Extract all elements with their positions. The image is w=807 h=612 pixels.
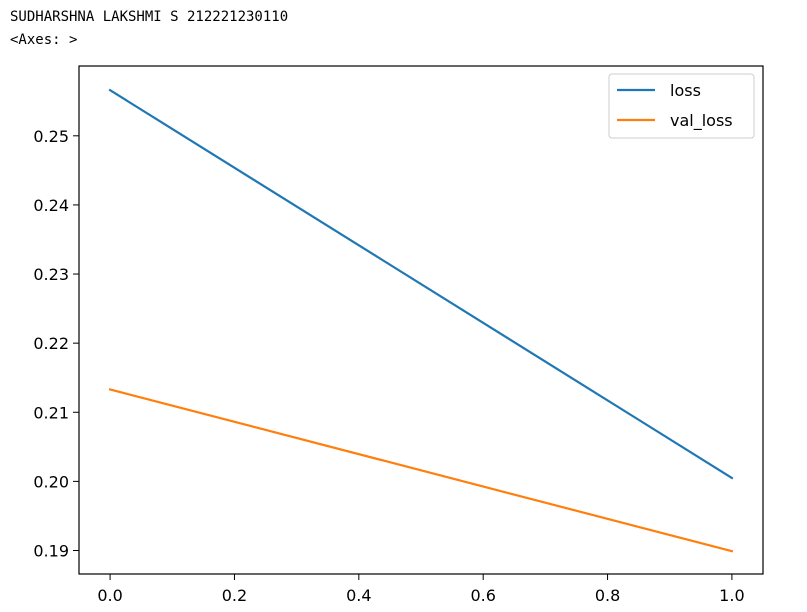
- plot-area: [78, 65, 764, 575]
- legend: loss val_loss: [608, 73, 755, 139]
- y-axis: 0.19 0.20 0.21 0.22 0.23 0.24 0.25: [33, 127, 79, 561]
- y-tick-label: 0.21: [33, 403, 69, 422]
- y-tick-label: 0.20: [33, 472, 69, 491]
- y-tick-label: 0.23: [33, 265, 69, 284]
- legend-label: loss: [670, 81, 701, 100]
- x-tick-label: 0.6: [470, 586, 495, 605]
- series-lines: [108, 88, 734, 553]
- output-line-axes-repr: <Axes: >: [10, 32, 78, 48]
- y-tick-label: 0.19: [33, 542, 69, 561]
- y-tick-label: 0.24: [33, 196, 69, 215]
- y-tick-label: 0.22: [33, 334, 69, 353]
- legend-label: val_loss: [670, 111, 733, 131]
- x-tick-label: 0.4: [346, 586, 371, 605]
- series-line-val-loss: [108, 388, 734, 553]
- x-tick-label: 0.0: [97, 586, 122, 605]
- x-tick-label: 1.0: [719, 586, 744, 605]
- output-line-name: SUDHARSHNA LAKSHMI S 212221230110: [10, 9, 289, 25]
- x-tick-label: 0.2: [222, 586, 247, 605]
- y-tick-label: 0.25: [33, 127, 69, 146]
- x-tick-label: 0.8: [595, 586, 620, 605]
- x-axis: 0.0 0.2 0.4 0.6 0.8 1.0: [97, 574, 745, 605]
- series-line-loss: [108, 88, 734, 480]
